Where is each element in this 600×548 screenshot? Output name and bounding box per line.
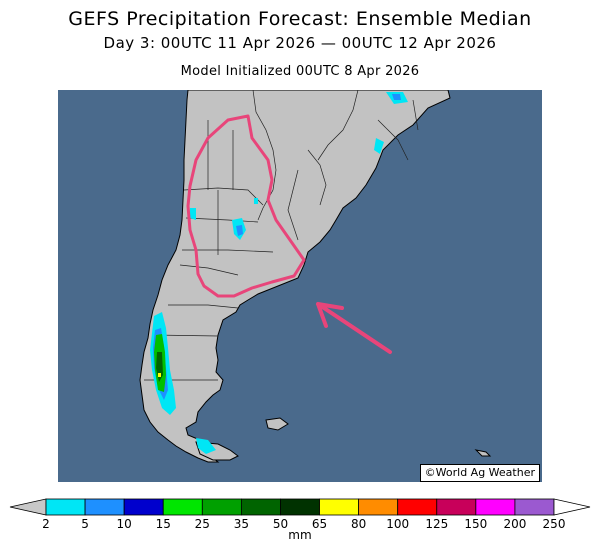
colorbar-swatch bbox=[124, 499, 163, 515]
map-title: GEFS Precipitation Forecast: Ensemble Me… bbox=[0, 8, 600, 30]
colorbar-swatch bbox=[320, 499, 359, 515]
colorbar-swatch bbox=[359, 499, 398, 515]
colorbar-swatch bbox=[46, 499, 85, 515]
credit-label: ©World Ag Weather bbox=[420, 464, 540, 482]
colorbar-under-triangle bbox=[10, 499, 46, 515]
colorbar-swatch bbox=[280, 499, 319, 515]
colorbar-swatch bbox=[85, 499, 124, 515]
colorbar-unit-label: mm bbox=[0, 528, 600, 542]
precip-andes-cyan bbox=[190, 208, 196, 220]
colorbar-swatch bbox=[476, 499, 515, 515]
map-subtitle: Day 3: 00UTC 11 Apr 2026 — 00UTC 12 Apr … bbox=[0, 34, 600, 52]
precip-yellow-spot bbox=[158, 373, 161, 377]
colorbar-swatch bbox=[437, 499, 476, 515]
model-init-line: Model Initialized 00UTC 8 Apr 2026 bbox=[0, 64, 600, 79]
colorbar-swatch bbox=[202, 499, 241, 515]
precip-cordoba-cyan bbox=[254, 198, 258, 204]
precipitation-map bbox=[58, 90, 542, 482]
colorbar-swatch bbox=[163, 499, 202, 515]
colorbar-over-triangle bbox=[554, 499, 590, 515]
colorbar-swatch bbox=[241, 499, 280, 515]
colorbar-swatch bbox=[398, 499, 437, 515]
colorbar-swatch bbox=[515, 499, 554, 515]
